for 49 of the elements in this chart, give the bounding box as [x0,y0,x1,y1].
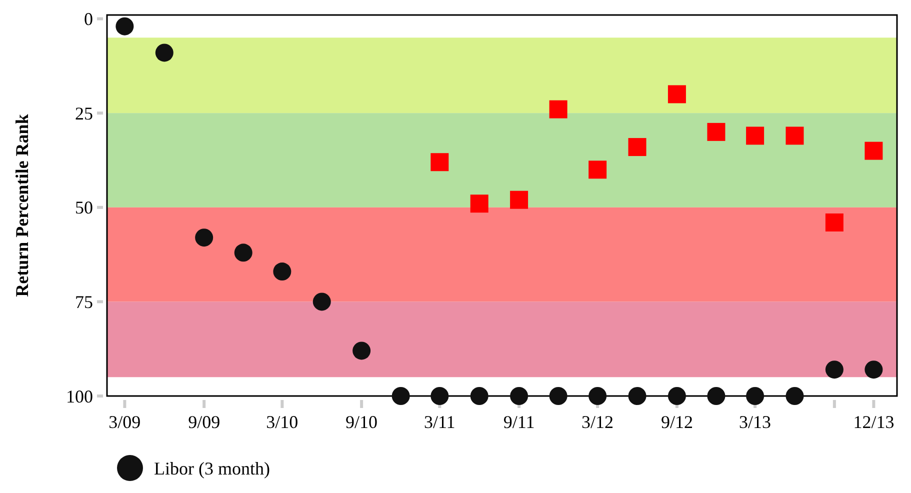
point [470,194,488,213]
y-tick-label: 100 [66,386,93,406]
point [116,17,134,36]
x-tick-label: 9/11 [503,412,535,432]
point [786,387,804,405]
point [746,126,764,145]
point [510,387,528,405]
y-tick-label: 0 [84,9,93,30]
point [588,160,607,179]
point [234,244,252,262]
point [628,387,646,405]
point [825,213,844,232]
point [510,190,528,209]
point [352,342,371,360]
y-tick-label: 75 [75,292,93,312]
point [470,387,488,405]
point [588,387,607,405]
point [312,292,331,311]
point [864,142,883,160]
point [195,228,214,247]
point [707,387,726,405]
point [430,387,449,405]
x-tick-label: 3/12 [582,412,614,432]
point [430,153,449,172]
point [864,360,883,379]
x-tick-label: 12/13 [853,412,894,432]
x-tick-label: 3/11 [424,412,456,432]
x-tick-label: 3/10 [266,412,298,432]
x-tick-label: 9/12 [660,412,693,432]
point [392,387,410,405]
y-axis-title: Return Percentile Rank [12,114,32,297]
point [825,360,844,379]
point [746,387,764,405]
point [786,126,804,145]
x-tick-label: 9/10 [346,412,378,432]
point [668,387,686,405]
point [549,100,568,118]
x-tick-label: 3/09 [108,412,141,432]
point [155,44,174,62]
point [549,387,568,405]
x-tick-label: 3/13 [739,412,772,432]
legend-label: Libor (3 month) [154,458,270,478]
y-tick-label: 25 [75,103,93,124]
point [668,85,686,104]
y-tick-label: 50 [75,198,93,218]
point [273,262,292,281]
point [628,138,646,156]
point [707,122,726,141]
x-tick-label: 9/09 [188,412,220,432]
